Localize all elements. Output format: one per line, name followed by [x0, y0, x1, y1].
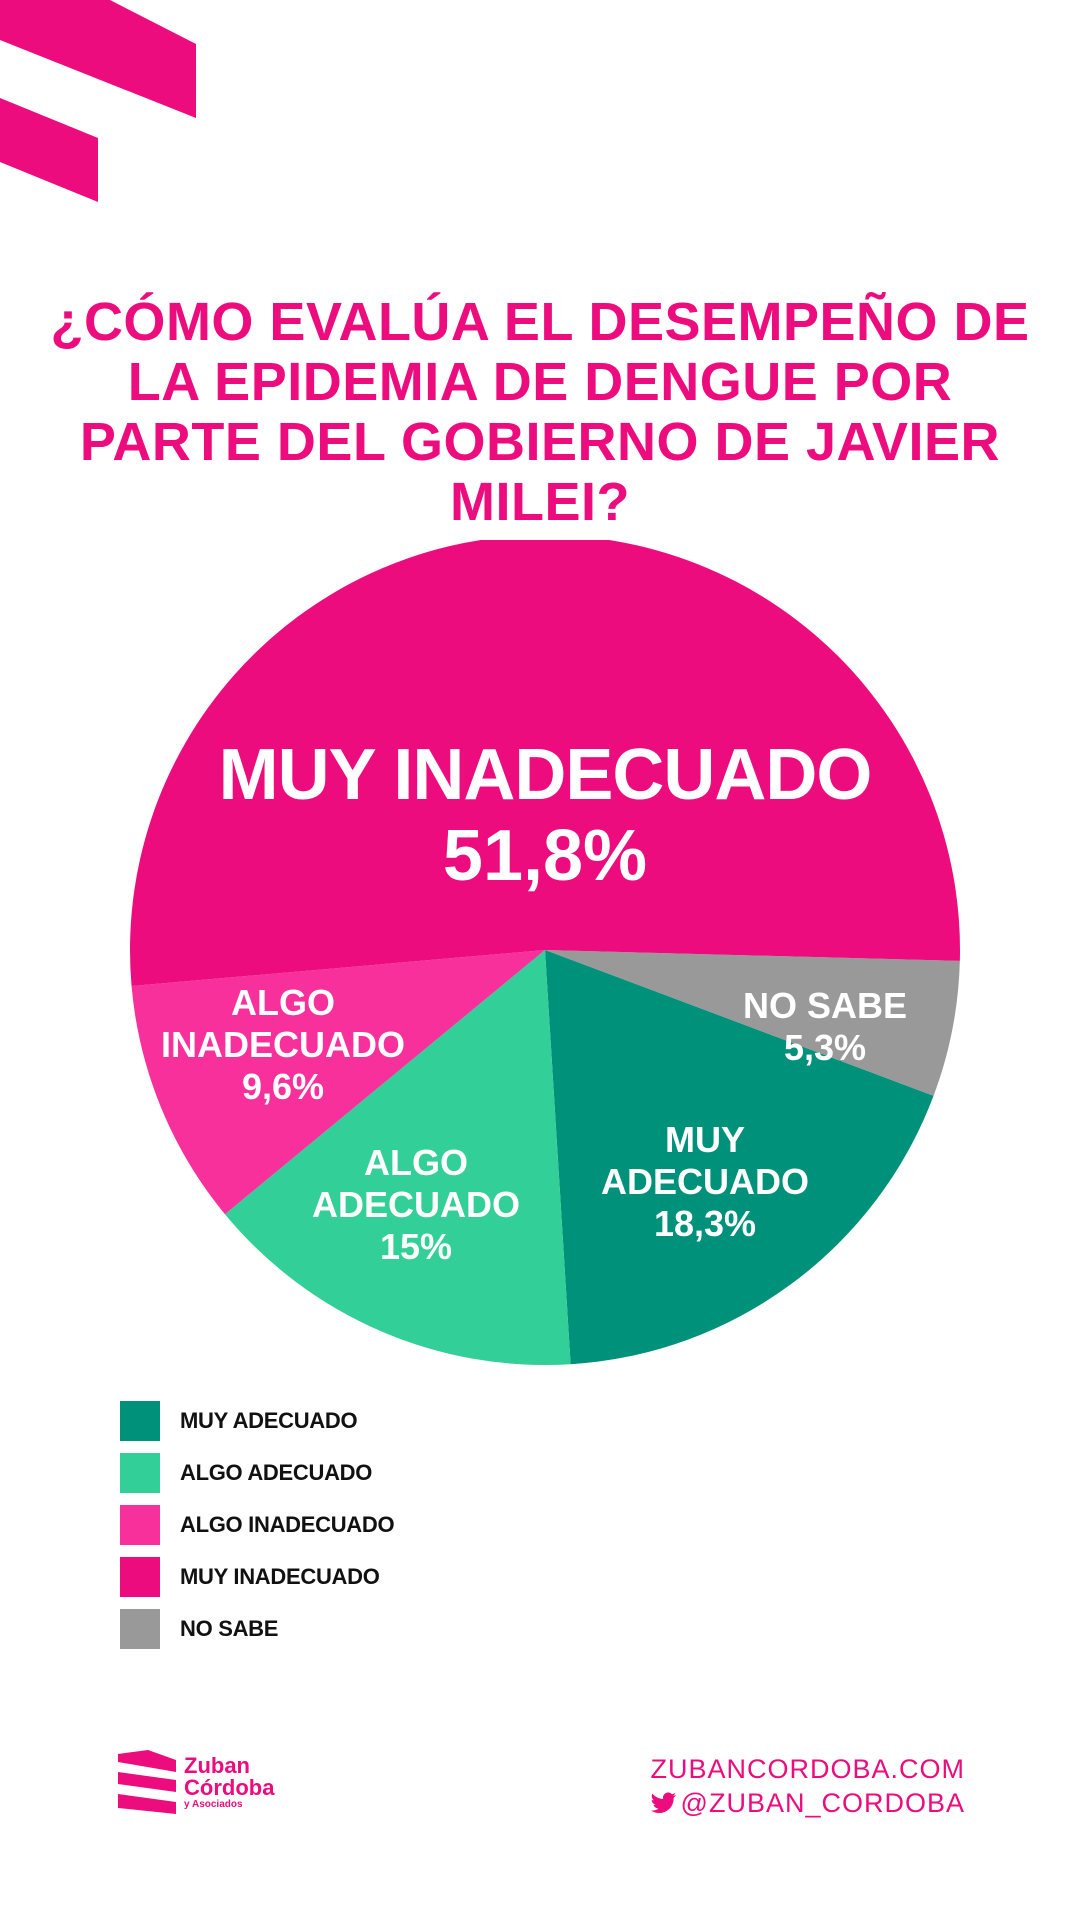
pie-slice-muy-adecuado — [545, 950, 934, 1365]
pie-slice-algo-adecuado — [224, 950, 571, 1365]
legend-item-algo-inadecuado: ALGO INADECUADO — [120, 1499, 395, 1551]
chart-title: ¿CÓMO EVALÚA EL DESEMPEÑO DE LA EPIDEMIA… — [50, 292, 1030, 532]
label-muy-inadecuado-pct: 51,8% — [442, 816, 648, 896]
zuban-brand-text: Zuban Córdoba y Asociados — [184, 1755, 274, 1811]
legend-item-no-sabe: NO SABE — [120, 1603, 394, 1655]
legend-swatch-muy-inadecuado — [120, 1557, 160, 1597]
label-muy-adecuado-line2: ADECUADO — [600, 1161, 810, 1202]
pie-slice-muy-inadecuado — [130, 540, 960, 987]
pie-slice-algo-inadecuado — [131, 950, 546, 1215]
legend-label-muy-adecuado: MUY ADECUADO — [180, 1408, 358, 1433]
brand-line-1: Zuban — [184, 1753, 250, 1778]
label-algo-inadecuado-line2: INADECUADO — [160, 1024, 406, 1065]
pie-svg — [130, 540, 960, 1365]
label-no-sabe-name: NO SABE — [742, 985, 908, 1026]
label-muy-adecuado-pct: 18,3% — [653, 1203, 757, 1244]
legend-label-muy-inadecuado: MUY INADECUADO — [180, 1564, 380, 1589]
twitter-bird-icon — [650, 1792, 676, 1813]
label-muy-inadecuado-name: MUY INADECUADO — [218, 735, 873, 815]
legend-item-algo-adecuado: ALGO ADECUADO — [120, 1447, 394, 1499]
label-algo-adecuado-pct: 15% — [379, 1226, 453, 1267]
chart-legend: MUY ADECUADO ALGO ADECUADO ALGO INADECUA… — [120, 1395, 395, 1655]
label-algo-inadecuado-line1: ALGO — [230, 982, 335, 1023]
legend-swatch-no-sabe — [120, 1609, 160, 1649]
legend-swatch-muy-adecuado — [120, 1401, 160, 1441]
legend-swatch-algo-inadecuado — [120, 1505, 160, 1545]
twitter-handle: @ZUBAN_CORDOBA — [680, 1788, 965, 1818]
legend-label-no-sabe: NO SABE — [180, 1616, 279, 1641]
twitter-handle-row[interactable]: @ZUBAN_CORDOBA — [650, 1786, 965, 1820]
pie-chart: MUY INADECUADO 51,8% ALGO INADECUADO 9,6… — [0, 540, 1080, 1380]
label-algo-adecuado-line1: ALGO — [363, 1142, 468, 1183]
label-algo-adecuado-line2: ADECUADO — [311, 1184, 521, 1225]
legend-swatch-algo-adecuado — [120, 1453, 160, 1493]
brand-line-2: Córdoba — [184, 1775, 275, 1800]
label-muy-adecuado-line1: MUY — [664, 1119, 745, 1160]
label-algo-inadecuado: ALGO INADECUADO 9,6% — [161, 982, 405, 1108]
label-no-sabe: NO SABE 5,3% — [743, 985, 907, 1069]
legend-label-algo-adecuado: ALGO ADECUADO — [180, 1460, 373, 1485]
footer-contact: ZUBANCORDOBA.COM @ZUBAN_CORDOBA — [650, 1752, 965, 1820]
legend-item-muy-adecuado: MUY ADECUADO — [120, 1395, 394, 1447]
label-algo-adecuado: ALGO ADECUADO 15% — [312, 1142, 520, 1268]
legend-label-algo-inadecuado: ALGO INADECUADO — [180, 1512, 395, 1537]
zuban-cordoba-logo: Zuban Córdoba y Asociados — [118, 1750, 274, 1816]
pie-slice-no-sabe — [545, 950, 960, 1096]
corner-brand-stripes — [0, 0, 196, 202]
label-muy-inadecuado: MUY INADECUADO 51,8% — [218, 735, 873, 897]
legend-item-muy-inadecuado: MUY INADECUADO — [120, 1551, 394, 1603]
label-no-sabe-pct: 5,3% — [783, 1027, 867, 1068]
zuban-logo-mark-icon — [118, 1750, 176, 1814]
website-link[interactable]: ZUBANCORDOBA.COM — [650, 1754, 965, 1784]
label-algo-inadecuado-pct: 9,6% — [241, 1066, 325, 1107]
label-muy-adecuado: MUY ADECUADO 18,3% — [601, 1119, 809, 1245]
brand-line-3: y Asociados — [184, 1799, 243, 1810]
